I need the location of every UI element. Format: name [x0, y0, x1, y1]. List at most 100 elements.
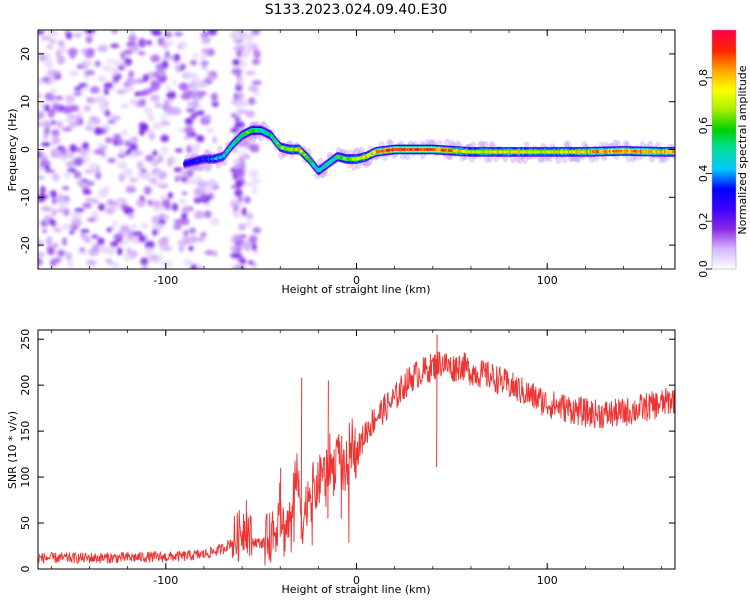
noise-blob: [130, 250, 138, 259]
noise-blob: [183, 229, 189, 238]
noise-blob: [86, 259, 97, 267]
noise-blob: [149, 81, 157, 86]
noise-blob: [233, 210, 241, 219]
noise-blob: [73, 91, 82, 96]
noise-blob: [130, 224, 137, 230]
ridge-halo: [479, 141, 486, 148]
noise-blob: [97, 203, 106, 212]
noise-blob: [248, 235, 258, 244]
noise-blob: [174, 31, 184, 37]
noise-blob: [232, 33, 242, 39]
noise-blob: [123, 206, 135, 216]
noise-blob: [190, 59, 198, 66]
noise-blob: [244, 46, 250, 52]
noise-blob: [91, 234, 99, 239]
noise-blob: [251, 178, 261, 184]
noise-blob: [63, 118, 75, 123]
y-tick-label: -10: [19, 188, 32, 206]
noise-blob: [163, 98, 170, 105]
noise-blob: [238, 76, 245, 86]
noise-blob: [235, 111, 242, 117]
ridge-halo: [447, 154, 454, 161]
noise-blob: [77, 251, 88, 256]
colorbar-label: Normalized spectral amplitude: [736, 65, 749, 234]
colorbar-ticks: 0.0 0.2 0.4 0.6 0.8: [697, 69, 712, 278]
ridge-halo: [657, 155, 664, 164]
noise-blob: [121, 62, 128, 68]
ridge-halo: [381, 154, 388, 162]
noise-blob: [245, 70, 256, 76]
noise-blob: [73, 170, 82, 179]
noise-blob: [116, 138, 124, 146]
noise-blob: [93, 148, 105, 155]
noise-blob: [252, 227, 262, 234]
noise-blob: [150, 54, 161, 63]
noise-blob: [137, 50, 146, 56]
noise-blob: [245, 182, 256, 187]
noise-blob: [173, 224, 182, 230]
x-tick-label: 0: [353, 574, 360, 587]
noise-blob: [38, 257, 43, 267]
noise-blob: [171, 107, 182, 116]
noise-blob: [195, 110, 205, 116]
noise-blob: [230, 184, 239, 189]
noise-blob: [38, 252, 46, 258]
noise-blob: [197, 81, 208, 89]
noise-blob: [125, 185, 136, 191]
noise-blob: [56, 249, 66, 256]
noise-blob: [57, 39, 65, 47]
spectrogram-ridge: [181, 120, 675, 180]
noise-blob: [130, 136, 139, 144]
spectrogram-y-ticks: -20 -10 0 10 20: [19, 47, 675, 254]
ridge-halo: [564, 140, 571, 149]
ridge-halo: [541, 155, 548, 162]
noise-blob: [192, 165, 203, 171]
ridge-halo: [488, 141, 495, 149]
noise-blob: [235, 246, 242, 253]
noise-blob: [61, 237, 68, 246]
noise-blob: [124, 140, 132, 147]
y-tick-label: 250: [19, 329, 32, 350]
noise-blob: [212, 250, 218, 257]
ridge-halo: [660, 155, 667, 164]
noise-blob: [240, 99, 249, 108]
noise-blob: [161, 146, 169, 154]
noise-blob: [147, 114, 155, 122]
noise-blob: [51, 102, 61, 112]
noise-blob: [129, 177, 138, 183]
noise-blob: [173, 167, 183, 173]
noise-blob: [112, 115, 122, 120]
noise-blob: [193, 52, 199, 60]
noise-blob: [248, 169, 259, 179]
noise-blob: [164, 246, 173, 251]
noise-blob: [123, 49, 133, 55]
noise-blob: [94, 60, 101, 68]
noise-blob: [62, 106, 71, 115]
noise-blob: [101, 65, 113, 71]
noise-blob: [84, 30, 96, 35]
noise-blob: [196, 90, 207, 97]
noise-blob: [135, 198, 146, 208]
noise-blob: [59, 147, 68, 155]
snr-y-ticks: 0 50 100 150 200 250: [19, 329, 675, 573]
noise-blob: [141, 171, 152, 181]
noise-blob: [190, 113, 197, 120]
noise-blob: [237, 195, 243, 203]
y-tick-label: 10: [19, 95, 32, 109]
noise-blob: [88, 162, 99, 170]
noise-blob: [158, 183, 169, 189]
noise-blob: [206, 75, 213, 83]
noise-blob: [38, 175, 45, 180]
noise-blob: [135, 78, 144, 85]
noise-blob: [184, 126, 195, 134]
noise-blob: [253, 49, 261, 59]
noise-blob: [88, 248, 99, 257]
noise-blob: [129, 98, 138, 106]
snr-line: [38, 351, 675, 566]
noise-blob: [210, 92, 218, 101]
noise-blob: [151, 30, 162, 36]
noise-blob: [51, 136, 61, 144]
chart-title: S133.2023.024.09.40.E30: [265, 2, 448, 18]
noise-blob: [239, 258, 247, 265]
noise-blob: [86, 180, 95, 187]
